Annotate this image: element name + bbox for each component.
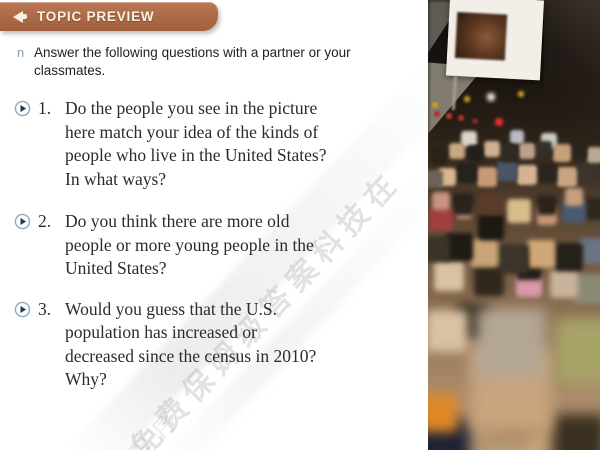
crowd-foreground [428,0,430,2]
billboard-image [454,11,508,61]
question-text: Would you guess that the U.S. population… [65,298,317,390]
question-number: 3. [38,298,52,319]
instruction-text: Answer the following questions with a pa… [34,45,351,78]
text-panel: 免费保姆级答案科技在 小程序 TOPIC PREVIEW n Answer th… [0,0,428,450]
question-item-2: 2. Do you think there are more old peopl… [14,210,419,281]
banner-title: TOPIC PREVIEW [37,9,155,24]
crowd-photo [428,0,600,450]
play-icon[interactable] [14,301,31,318]
question-number: 1. [38,98,52,118]
back-arrow-tail [22,14,27,19]
question-number: 2. [38,211,52,231]
play-icon[interactable] [14,100,31,117]
play-icon[interactable] [14,213,31,230]
question-list: 1. Do the people you see in the picture … [14,97,419,411]
question-item-1: 1. Do the people you see in the picture … [14,97,419,191]
instruction-row: n Answer the following questions with a … [17,44,412,80]
building-shade [544,0,600,170]
billboard [445,0,545,81]
question-text: Do you think there are more old people o… [65,211,314,278]
question-text: Do the people you see in the picture her… [65,98,327,189]
topic-preview-banner: TOPIC PREVIEW [0,2,218,31]
instruction-bullet-icon: n [17,45,25,60]
back-arrow-icon [13,10,27,23]
back-arrow-head [13,10,23,23]
question-item-3: 3. Would you guess that the U.S. populat… [14,298,419,392]
